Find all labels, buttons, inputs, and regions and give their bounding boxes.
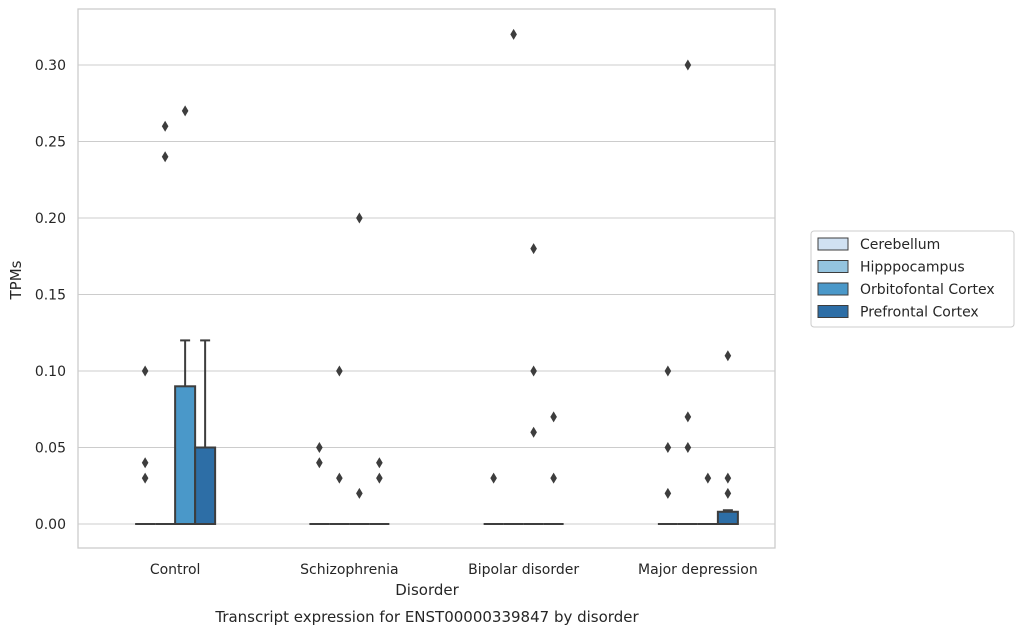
- y-tick-label: 0.05: [35, 441, 66, 457]
- legend-label: Prefrontal Cortex: [860, 305, 979, 321]
- outlier-point: [550, 411, 557, 423]
- outlier-point: [664, 487, 672, 499]
- outlier-point: [530, 243, 537, 255]
- box-orbitofontal-cortex: [349, 212, 370, 525]
- plot-border: [77, 8, 776, 549]
- outlier-point: [724, 472, 732, 484]
- box-orbitofontal-cortex: [697, 472, 718, 525]
- box-plots: [135, 28, 739, 526]
- outlier-point: [336, 472, 343, 484]
- outlier-point: [141, 365, 149, 377]
- y-tick-label: 0.30: [35, 58, 66, 74]
- plot-frame: [77, 8, 776, 549]
- x-tick-labels: Control Schizophrenia Bipolar disorder Majo…: [150, 562, 758, 578]
- outlier-point: [141, 457, 149, 469]
- y-tick-labels: 0.00 0.05 0.10 0.15 0.20 0.25 0.30: [35, 58, 66, 533]
- outlier-point: [724, 487, 732, 499]
- legend-label: Hipppocampus: [860, 260, 965, 276]
- legend-frame: [810, 230, 1015, 328]
- box-cerebellum: [309, 442, 330, 525]
- outlier-point: [141, 472, 149, 484]
- box-hipppocampus: [503, 28, 524, 525]
- legend: Cerebellum Hipppocampus Orbitofontal Corte…: [810, 230, 1015, 328]
- outlier-point: [684, 411, 692, 423]
- outlier-point: [161, 120, 169, 132]
- outlier-point: [336, 365, 343, 377]
- outlier-point: [510, 28, 517, 40]
- outlier-point: [684, 59, 692, 71]
- x-tick-label: Control: [150, 562, 201, 578]
- x-tick-label: Major depression: [638, 562, 758, 578]
- outlier-point: [684, 442, 692, 453]
- x-tick-label: Bipolar disorder: [468, 562, 579, 578]
- legend-swatch: [817, 237, 849, 251]
- legend-label: Cerebellum: [860, 237, 940, 253]
- box-prefrontal-cortex: [716, 350, 739, 526]
- box-prefrontal-cortex: [194, 339, 217, 525]
- box-cerebellum: [657, 365, 678, 525]
- box-rect: [174, 385, 197, 525]
- box-hipppocampus: [677, 59, 698, 525]
- box-cerebellum: [483, 472, 504, 525]
- box-orbitofontal-cortex: [523, 243, 544, 525]
- outlier-point: [161, 151, 169, 163]
- outlier-point: [550, 472, 557, 484]
- box-cerebellum: [135, 365, 156, 525]
- box-orbitofontal-cortex: [174, 105, 197, 525]
- y-tick-label: 0.20: [35, 211, 66, 227]
- outlier-point: [664, 442, 672, 453]
- box-rect: [716, 510, 739, 526]
- y-tick-label: 0.15: [35, 288, 66, 304]
- box-rect: [194, 446, 217, 525]
- chart-title: Transcript expression for ENST0000033984…: [214, 608, 639, 626]
- outlier-point: [724, 350, 732, 362]
- box-prefrontal-cortex: [543, 411, 564, 525]
- x-axis-label: Disorder: [395, 581, 459, 599]
- outlier-point: [356, 212, 363, 224]
- outlier-point: [530, 426, 537, 438]
- outlier-point: [316, 457, 323, 469]
- outlier-point: [376, 472, 383, 484]
- x-tick-label: Schizophrenia: [300, 562, 398, 578]
- box-hipppocampus: [155, 120, 176, 525]
- legend-swatch: [817, 305, 849, 318]
- box-hipppocampus: [329, 365, 350, 525]
- outlier-point: [530, 365, 537, 377]
- outlier-point: [376, 457, 383, 469]
- outlier-point: [704, 472, 712, 484]
- y-tick-label: 0.00: [35, 517, 66, 533]
- legend-swatch: [817, 260, 849, 273]
- y-axis-label: TPMs: [7, 260, 25, 300]
- legend-label: Orbitofontal Cortex: [860, 282, 995, 298]
- outlier-point: [664, 365, 672, 377]
- legend-swatch: [817, 282, 849, 296]
- outlier-point: [181, 105, 189, 117]
- box-prefrontal-cortex: [369, 457, 390, 525]
- outlier-point: [316, 442, 323, 453]
- outlier-point: [490, 472, 497, 484]
- y-tick-label: 0.25: [35, 135, 66, 151]
- outlier-point: [356, 487, 363, 499]
- y-tick-label: 0.10: [35, 364, 66, 380]
